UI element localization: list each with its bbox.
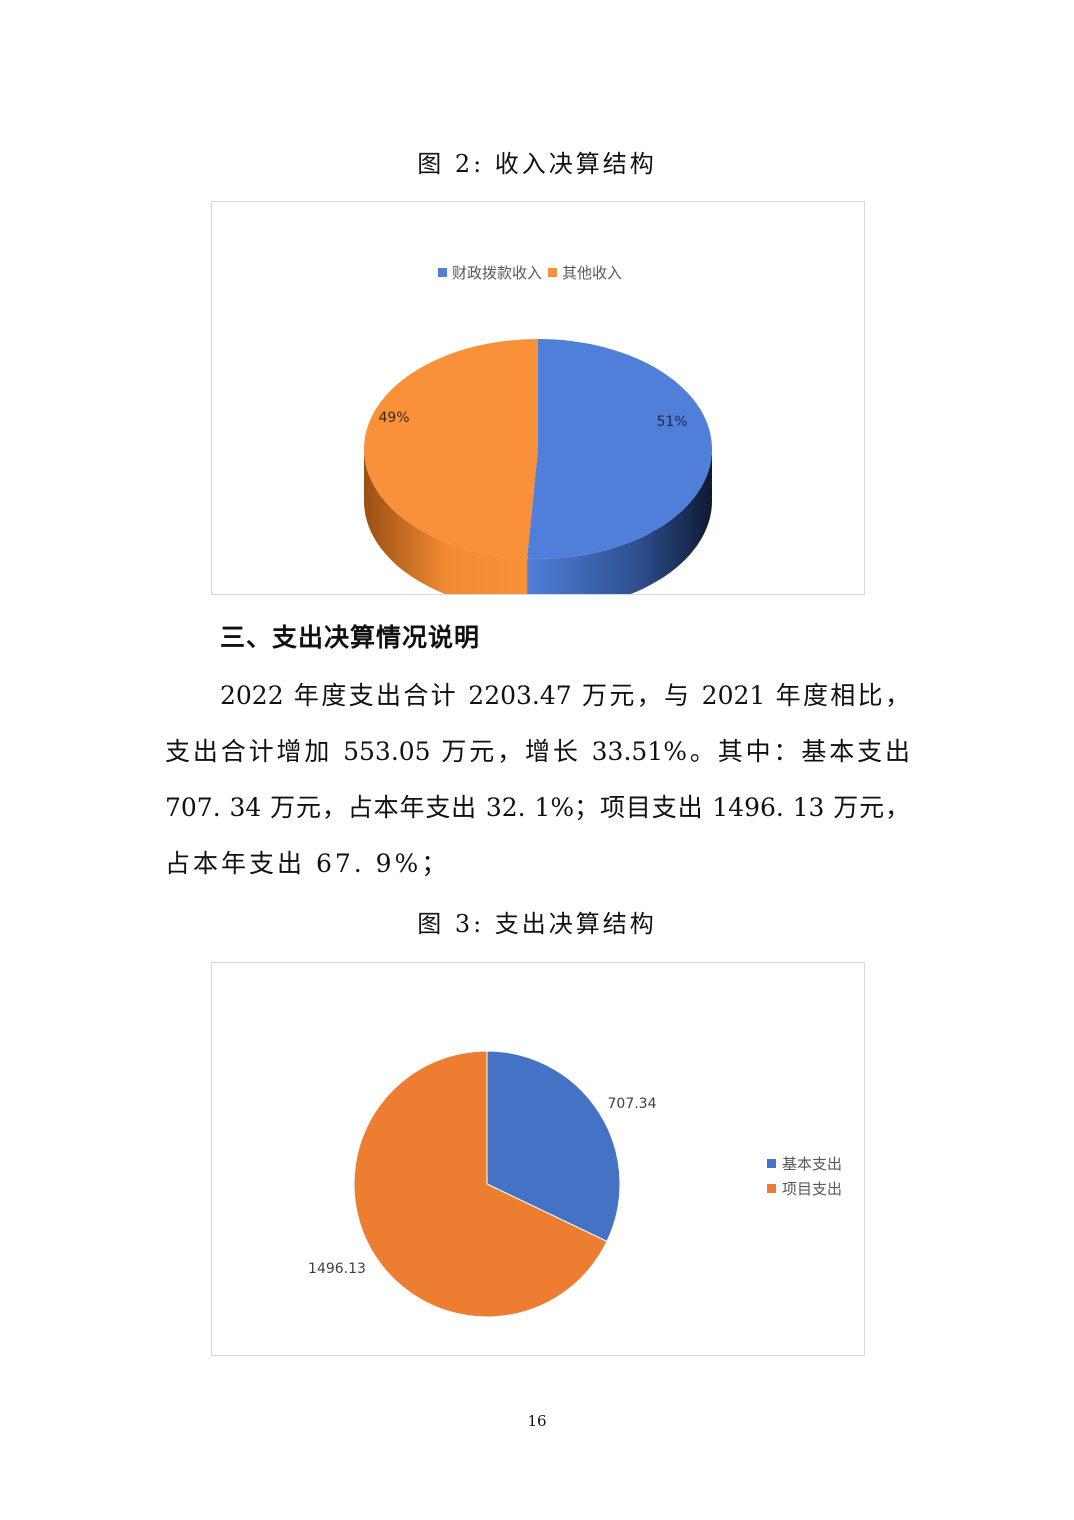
paragraph-line-3: 707. 34 万元，占本年支出 32. 1%；项目支出 1496. 13 万元… xyxy=(165,793,910,822)
figure-3-caption: 图 3: 支出决算结构 xyxy=(417,910,657,938)
income-structure-pie-chart: 51% 49% 财政拨款收入 其他收入 xyxy=(364,264,713,611)
paragraph-line-1: 2022 年度支出合计 2203.47 万元，与 2021 年度相比， xyxy=(220,681,910,710)
legend-label: 财政拨款收入 xyxy=(452,264,542,282)
legend-label: 项目支出 xyxy=(782,1180,842,1198)
pie-side-其他收入 xyxy=(364,449,528,611)
pie-slice-财政拨款收入 xyxy=(527,339,713,559)
legend-swatch xyxy=(548,268,557,277)
data-label: 49% xyxy=(378,410,409,426)
legend-swatch xyxy=(767,1159,776,1168)
paragraph-line-4: 占本年支出 67. 9%； xyxy=(165,849,450,878)
legend-label: 基本支出 xyxy=(782,1155,842,1173)
expense-chart-frame: 707.34 1496.13 基本支出项目支出 xyxy=(211,962,865,1356)
pie-side-财政拨款收入 xyxy=(527,449,712,611)
paragraph-line-2: 支出合计增加 553.05 万元，增长 33.51%。其中：基本支出 xyxy=(165,737,910,766)
section-heading: 三、支出决算情况说明 xyxy=(220,623,481,652)
page-number: 16 xyxy=(527,1412,547,1430)
pie-slice-基本支出 xyxy=(486,1050,621,1243)
pie-slice-其他收入 xyxy=(364,339,538,559)
income-chart-frame: 51% 49% 财政拨款收入 其他收入 xyxy=(211,201,865,611)
legend-swatch xyxy=(767,1184,776,1193)
figure-2-caption: 图 2: 收入决算结构 xyxy=(417,150,657,178)
data-label: 707.34 xyxy=(608,1096,657,1112)
data-label: 1496.13 xyxy=(308,1261,366,1277)
legend-label: 其他收入 xyxy=(562,264,622,282)
data-label: 51% xyxy=(656,414,687,430)
legend-swatch xyxy=(438,268,447,277)
pie-slice-项目支出 xyxy=(353,1050,608,1318)
